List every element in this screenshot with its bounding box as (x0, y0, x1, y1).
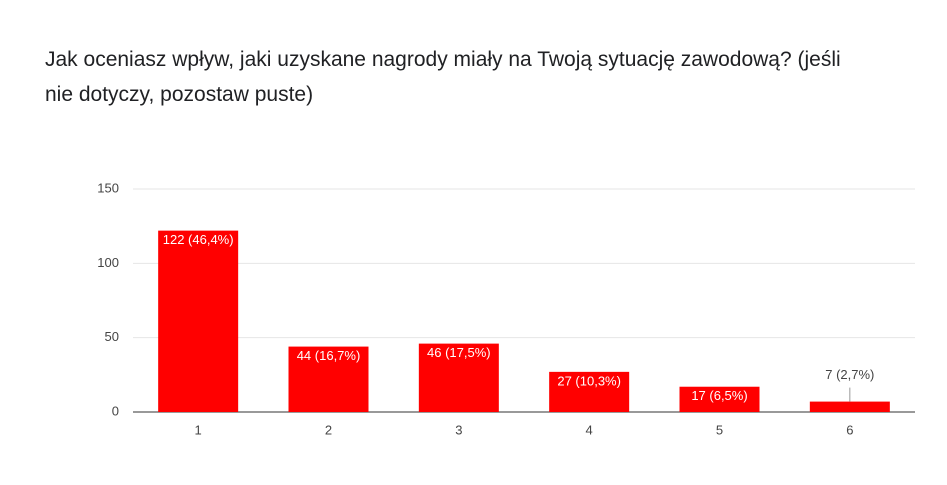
bar (809, 401, 890, 412)
bar (418, 343, 499, 412)
x-tick-label: 3 (455, 422, 462, 437)
x-tick-label: 4 (586, 422, 593, 437)
data-label: 44 (16,7%) (297, 348, 361, 363)
bar (158, 230, 239, 412)
x-tick-label: 2 (325, 422, 332, 437)
y-tick-label: 50 (105, 329, 119, 344)
data-label: 7 (2,7%) (825, 367, 874, 382)
y-tick-label: 150 (97, 180, 119, 195)
y-tick-label: 0 (112, 403, 119, 418)
x-tick-label: 1 (195, 422, 202, 437)
data-label: 27 (10,3%) (557, 373, 621, 388)
bar (679, 386, 760, 412)
bar (549, 371, 630, 412)
chart-title: Jak oceniasz wpływ, jaki uzyskane nagrod… (45, 48, 841, 106)
bar (288, 346, 369, 412)
y-tick-label: 100 (97, 255, 119, 270)
data-label: 46 (17,5%) (427, 345, 491, 360)
x-tick-label: 6 (846, 422, 853, 437)
data-label: 17 (6,5%) (691, 388, 747, 403)
data-label: 122 (46,4%) (163, 232, 234, 247)
x-tick-label: 5 (716, 422, 723, 437)
